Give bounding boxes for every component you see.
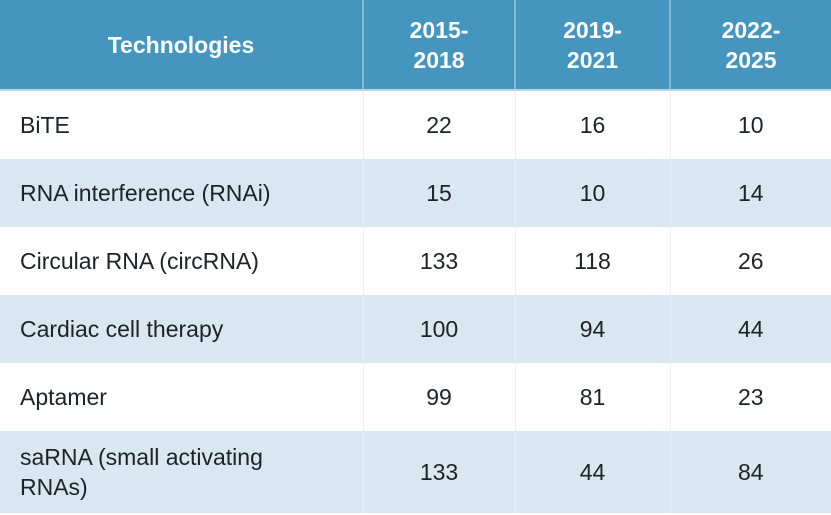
- value-cell: 44: [514, 431, 670, 513]
- value-cell: 22: [362, 90, 515, 159]
- value-cell: 23: [669, 363, 831, 431]
- value-cell: 16: [514, 90, 670, 159]
- value-cell: 84: [669, 431, 831, 513]
- value-cell: 100: [362, 295, 515, 363]
- table-row: RNA interference (RNAi) 15 10 14: [0, 159, 831, 227]
- header-period-2015-2018: 2015- 2018: [362, 0, 515, 91]
- value-cell: 99: [362, 363, 515, 431]
- value-cell: 10: [669, 90, 831, 159]
- table-row: Aptamer 99 81 23: [0, 363, 831, 431]
- header-period-2019-2021: 2019- 2021: [514, 0, 670, 91]
- value-cell: 44: [669, 295, 831, 363]
- value-cell: 15: [362, 159, 515, 227]
- technology-name: Aptamer: [20, 384, 107, 410]
- value-cell: 10: [514, 159, 670, 227]
- table-row: Cardiac cell therapy 100 94 44: [0, 295, 831, 363]
- value-cell: 14: [669, 159, 831, 227]
- table-header-row: Technologies 2015- 2018 2019- 2021 2022-…: [0, 0, 831, 91]
- header-technologies: Technologies: [0, 0, 363, 91]
- technology-name: BiTE: [20, 112, 70, 138]
- value-cell: 133: [362, 431, 515, 513]
- technology-name: RNA interference (RNAi): [0, 159, 363, 227]
- value-cell: 118: [514, 227, 670, 295]
- technology-name: Circular RNA (circRNA): [20, 248, 259, 274]
- value-cell: 81: [514, 363, 670, 431]
- technology-name: saRNA (small activating RNAs): [0, 431, 363, 513]
- table-row: Circular RNA (circRNA) 133 118 26: [0, 227, 831, 295]
- header-period-2022-2025: 2022- 2025: [669, 0, 831, 91]
- value-cell: 94: [514, 295, 670, 363]
- technology-name: Cardiac cell therapy: [0, 295, 363, 363]
- table-row: saRNA (small activating RNAs) 133 44 84: [0, 431, 831, 513]
- value-cell: 26: [669, 227, 831, 295]
- value-cell: 133: [362, 227, 515, 295]
- table-row: BiTE 22 16 10: [0, 90, 831, 159]
